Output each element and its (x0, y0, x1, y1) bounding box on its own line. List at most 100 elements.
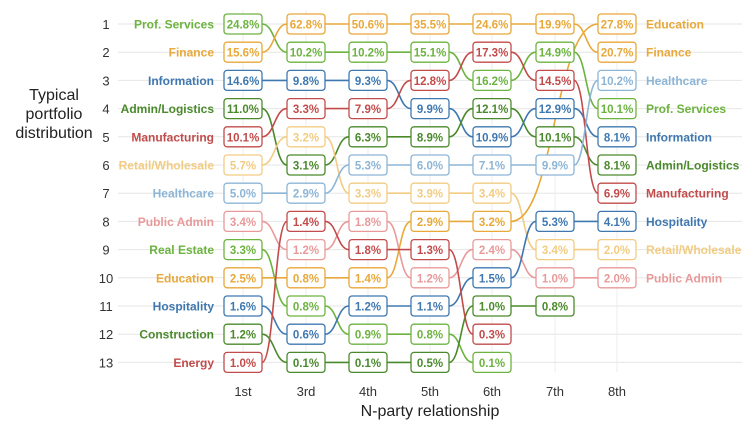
value-label: 0.8% (542, 302, 568, 314)
value-box-finance: 62.8% (286, 13, 326, 35)
value-box-healthcare: 6.0% (410, 154, 450, 176)
value-box-construction: 0.8% (535, 295, 575, 317)
value-box-energy: 1.4% (286, 210, 326, 233)
end-label: Retail/Wholesale (646, 243, 742, 257)
value-box-education: 3.2% (472, 210, 512, 233)
value-label: 24.8% (227, 20, 260, 32)
value-label: 1.1% (417, 302, 443, 314)
value-box-finance: 20.7% (597, 41, 637, 63)
value-label: 12.9% (539, 104, 572, 116)
value-label: 1.5% (479, 273, 505, 285)
end-label: Information (646, 130, 712, 144)
value-label: 6.9% (604, 189, 630, 201)
rank-tick: 4 (102, 102, 109, 117)
start-label-real-estate: Real Estate (149, 243, 214, 257)
rank-tick: 7 (102, 186, 109, 201)
value-box-hospitality: 1.6% (223, 295, 263, 317)
value-label: 1.2% (230, 330, 256, 342)
value-box-education: 2.5% (223, 267, 263, 289)
value-box-retail-wholesale: 3.2% (286, 126, 326, 148)
value-box-manufacturing: 17.3% (472, 41, 512, 63)
end-label: Admin/Logistics (646, 159, 740, 173)
value-box-prof-services: 10.2% (286, 41, 326, 63)
value-label: 1.2% (417, 273, 443, 285)
value-label: 2.0% (604, 245, 630, 257)
value-box-construction: 1.0% (472, 295, 512, 317)
start-label-retail-wholesale: Retail/Wholesale (119, 159, 215, 173)
value-label: 3.3% (230, 245, 256, 257)
value-box-hospitality: 1.1% (410, 295, 450, 317)
value-label: 1.0% (479, 302, 505, 314)
value-box-construction: 0.1% (348, 351, 388, 374)
value-label: 10.2% (352, 48, 385, 60)
value-box-healthcare: 5.3% (348, 154, 388, 176)
value-box-admin-logistics: 6.3% (348, 126, 388, 148)
value-label: 10.2% (290, 48, 323, 60)
start-label-manufacturing: Manufacturing (131, 130, 214, 144)
value-label: 0.9% (355, 330, 381, 342)
value-label: 24.6% (476, 20, 509, 32)
rank-tick: 13 (99, 355, 113, 370)
value-box-admin-logistics: 8.9% (410, 126, 450, 148)
column-tick: 8th (608, 384, 626, 399)
end-label: Prof. Services (646, 102, 726, 116)
value-label: 0.3% (479, 330, 505, 342)
start-label-finance: Finance (169, 46, 215, 60)
value-label: 12.8% (414, 76, 447, 88)
column-tick: 4th (359, 384, 377, 399)
value-box-finance: 24.6% (472, 13, 512, 35)
value-box-manufacturing: 7.9% (348, 97, 388, 120)
value-box-real-estate: 0.9% (348, 323, 388, 345)
start-labels: Prof. Services Finance Information Admin/Lo… (119, 18, 215, 370)
value-box-prof-services: 10.2% (348, 41, 388, 63)
value-box-admin-logistics: 12.1% (472, 97, 512, 120)
value-box-finance: 50.6% (348, 13, 388, 35)
rank-tick: 9 (102, 243, 109, 258)
value-box-energy: 0.3% (472, 323, 512, 345)
value-box-prof-services: 15.1% (410, 41, 450, 63)
column-tick: 6th (483, 384, 501, 399)
value-box-construction: 0.1% (286, 351, 326, 374)
value-box-finance: 35.5% (410, 13, 450, 35)
start-label-prof-services: Prof. Services (134, 18, 214, 32)
value-label: 10.1% (227, 132, 260, 144)
value-label: 2.0% (604, 273, 630, 285)
value-label: 20.7% (601, 48, 634, 60)
value-box-admin-logistics: 11.0% (223, 97, 263, 120)
value-label: 5.3% (542, 217, 568, 229)
start-label-admin-logistics: Admin/Logistics (121, 102, 215, 116)
value-box-education: 0.8% (286, 267, 326, 289)
value-label: 2.9% (417, 217, 443, 229)
start-label-hospitality: Hospitality (153, 300, 215, 314)
value-box-healthcare: 5.0% (223, 182, 263, 204)
value-box-healthcare: 2.9% (286, 182, 326, 204)
value-box-real-estate: 0.8% (286, 295, 326, 317)
value-box-finance: 19.9% (535, 13, 575, 35)
value-box-information: 9.3% (348, 69, 388, 92)
value-label: 5.0% (230, 189, 256, 201)
value-label: 17.3% (476, 48, 509, 60)
value-box-information: 12.9% (535, 97, 575, 120)
value-label: 5.3% (355, 161, 381, 173)
value-label: 10.1% (601, 104, 634, 116)
value-label: 7.1% (479, 161, 505, 173)
value-label: 1.8% (355, 217, 381, 229)
value-box-retail-wholesale: 5.7% (223, 154, 263, 176)
value-label: 3.4% (479, 189, 505, 201)
value-label: 19.9% (539, 20, 572, 32)
rank-tick: 6 (102, 158, 109, 173)
value-label: 62.8% (290, 20, 323, 32)
column-tick: 7th (546, 384, 564, 399)
value-box-information: 10.9% (472, 126, 512, 148)
y-axis-label: Typical portfolio distribution (15, 87, 92, 142)
value-label: 27.8% (601, 20, 634, 32)
value-label: 11.0% (227, 104, 259, 116)
value-label: 3.2% (479, 217, 505, 229)
value-box-hospitality: 1.5% (472, 267, 512, 289)
column-tick: 1st (234, 384, 252, 399)
start-label-construction: Construction (139, 328, 214, 342)
value-label: 9.8% (293, 76, 319, 88)
value-box-public-admin: 1.0% (535, 267, 575, 289)
value-label: 9.9% (542, 161, 568, 173)
rank-tick: 5 (102, 130, 109, 145)
